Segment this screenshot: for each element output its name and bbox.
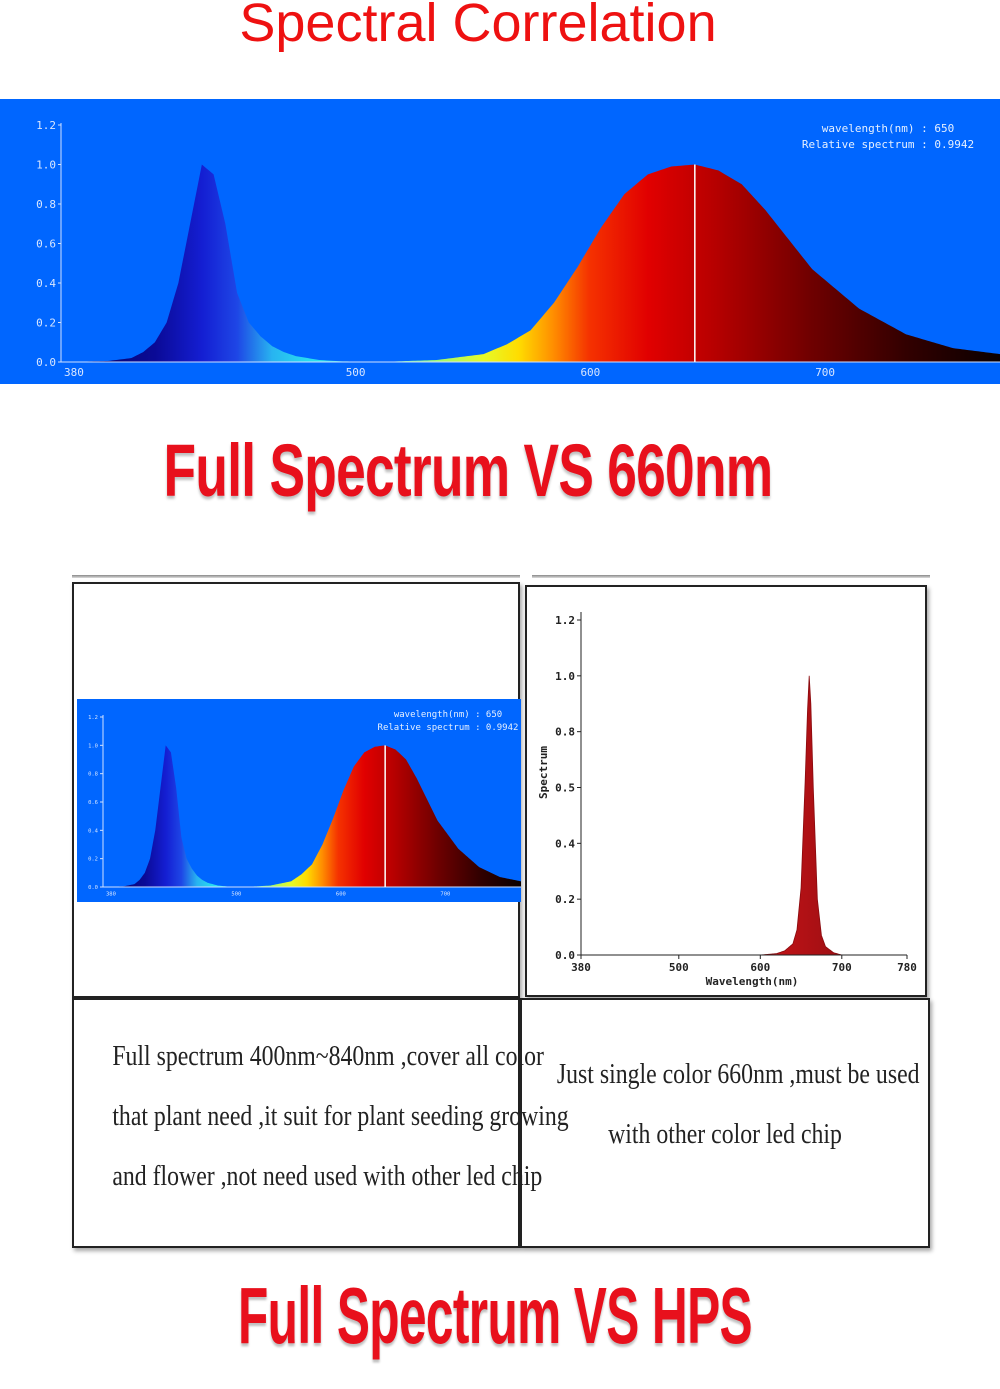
y-axis-label: Spectrum (537, 746, 550, 799)
cursor-relative-label: Relative spectrum : 0.9942 (802, 138, 974, 151)
y-tick-label: 0.0 (36, 356, 56, 369)
spectrum-chart-large: 0.0 0.2 0.4 0.6 0.8 1.0 1.2 380 500 600 700 wavelen… (0, 99, 1000, 384)
headline-full-vs-660: Full Spectrum VS 660nm (163, 429, 774, 512)
spectrum-area (103, 745, 521, 887)
y-tick-label: 1.0 (88, 743, 98, 749)
full-spectrum-desc-line-3: and flower ,not need used with other led… (112, 1160, 543, 1192)
y-tick-label: 0.0 (88, 885, 98, 891)
page-title: Spectral Correlation (239, 0, 717, 53)
x-tick-label: 500 (346, 366, 366, 379)
divider-line (72, 575, 520, 578)
x-tick-label: 500 (669, 961, 689, 974)
y-tick-label: 1.2 (88, 715, 98, 721)
x-tick-label: 700 (440, 892, 450, 898)
y-tick-label: 0.6 (88, 800, 98, 806)
spectrum-chart-660nm: 0.0 0.2 0.4 0.5 0.8 1.0 1.2 380 500 600 700 780 Wave… (537, 612, 917, 988)
x-tick-label: 380 (106, 892, 116, 898)
y-tick-label: 0.8 (555, 726, 575, 739)
x-tick-label: 600 (580, 366, 600, 379)
y-tick-label: 0.4 (88, 828, 99, 834)
full-spectrum-description-panel (72, 998, 520, 1248)
y-tick-label: 0.0 (555, 949, 575, 962)
y-tick-label: 1.0 (36, 158, 56, 171)
single-color-desc-line-1: Just single color 660nm ,must be used (556, 1058, 920, 1090)
single-color-description-panel (520, 998, 930, 1248)
cursor-wavelength-label: wavelength(nm) : 650 (394, 710, 502, 720)
spectrum-peak-660nm (581, 675, 907, 956)
x-tick-label: 380 (64, 366, 84, 379)
y-tick-label: 0.4 (555, 837, 575, 850)
y-tick-label: 0.2 (88, 857, 98, 863)
x-tick-label: 780 (897, 961, 917, 974)
full-spectrum-desc-line-2: that plant need ,it suit for plant seedi… (112, 1100, 569, 1132)
x-tick-label: 500 (231, 892, 241, 898)
y-tick-label: 1.0 (555, 670, 575, 683)
spectrum-chart-small: 0.0 0.2 0.4 0.6 0.8 1.0 1.2 380 500 600 700 wavelen… (77, 699, 521, 902)
full-spectrum-desc-line-1: Full spectrum 400nm~840nm ,cover all col… (112, 1040, 544, 1072)
x-axis-label: Wavelength(nm) (706, 975, 799, 988)
y-tick-label: 1.2 (555, 614, 575, 627)
cursor-wavelength-label: wavelength(nm) : 650 (822, 122, 954, 135)
single-color-panel (525, 585, 927, 997)
single-color-desc-line-2: with other color led chip (608, 1118, 842, 1150)
x-tick-label: 600 (750, 961, 770, 974)
x-tick-label: 380 (571, 961, 591, 974)
cursor-relative-label: Relative spectrum : 0.9942 (378, 723, 519, 733)
y-tick-label: 0.4 (36, 277, 56, 290)
y-tick-label: 0.2 (555, 893, 575, 906)
divider-line (532, 575, 930, 578)
y-tick-label: 1.2 (36, 119, 56, 132)
y-tick-label: 0.8 (36, 198, 56, 211)
y-tick-label: 0.2 (36, 316, 56, 329)
headline-full-vs-hps: Full Spectrum VS HPS (237, 1271, 753, 1360)
y-tick-label: 0.8 (88, 772, 98, 778)
x-tick-label: 700 (832, 961, 852, 974)
x-tick-label: 600 (336, 892, 346, 898)
y-tick-label: 0.5 (555, 782, 575, 795)
y-tick-label: 0.6 (36, 237, 56, 250)
x-tick-label: 700 (815, 366, 835, 379)
spectrum-area (61, 164, 1000, 362)
